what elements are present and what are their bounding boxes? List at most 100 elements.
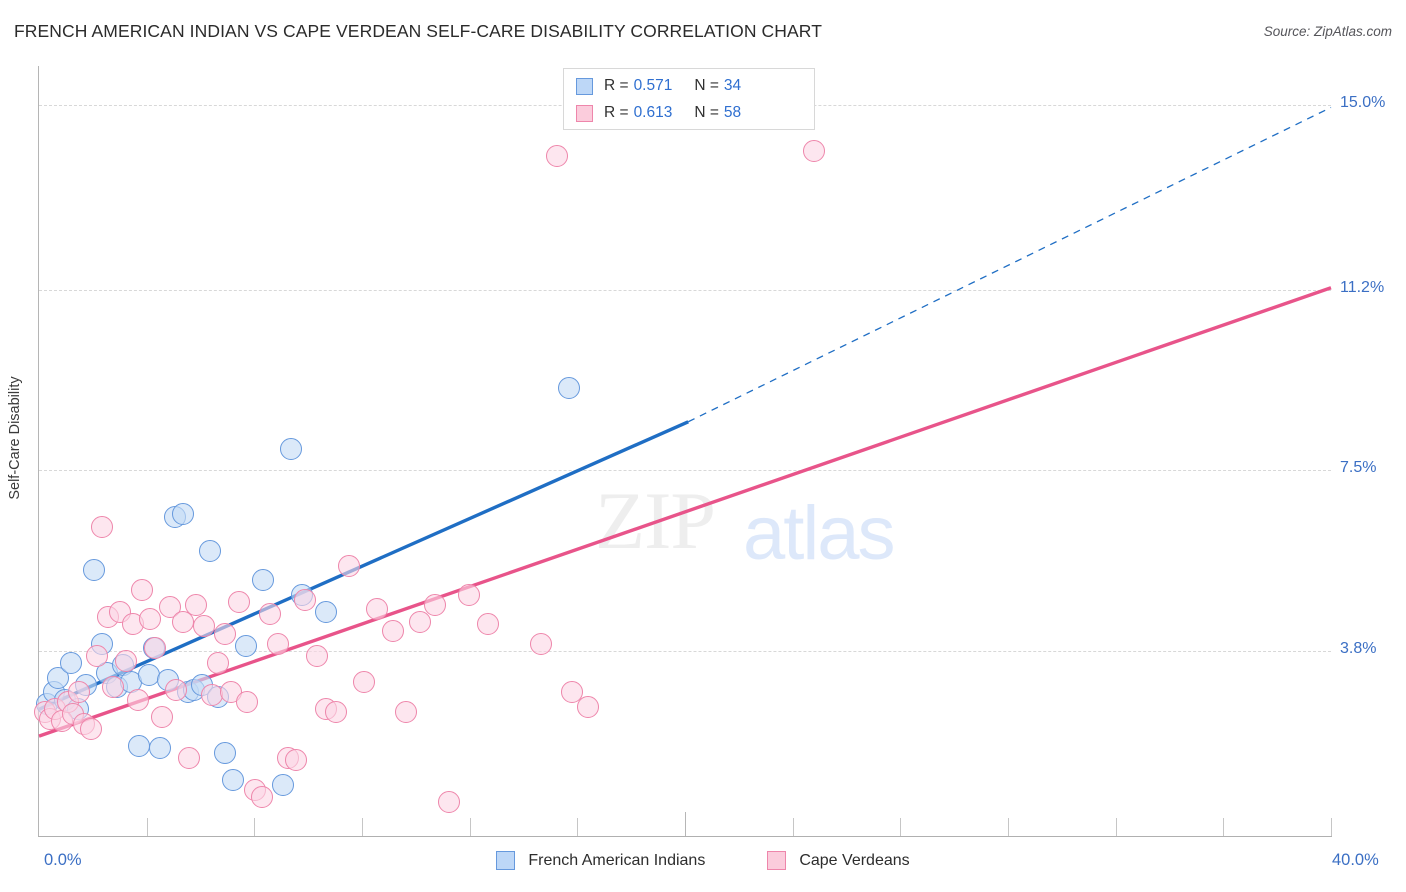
scatter-point-pink[interactable] [352, 671, 375, 694]
scatter-point-pink[interactable] [457, 583, 480, 606]
scatter-point-pink[interactable] [90, 515, 113, 538]
scatter-point-blue[interactable] [279, 437, 302, 460]
scatter-point-pink[interactable] [192, 615, 215, 638]
y-axis-line [38, 66, 39, 837]
scatter-point-pink[interactable] [394, 700, 417, 723]
y-axis-tick-label: 3.8% [1340, 639, 1377, 657]
stats-row-french-american-indians: R = 0.571 N = 34 [576, 73, 741, 99]
scatter-point-pink[interactable] [207, 651, 230, 674]
y-axis-tick-label: 15.0% [1340, 93, 1386, 111]
series-label-blue: French American Indians [528, 851, 706, 869]
scatter-point-pink[interactable] [126, 688, 149, 711]
trendlines [38, 106, 1332, 738]
x-axis-min-label: 0.0% [44, 851, 82, 869]
scatter-point-blue[interactable] [557, 376, 580, 399]
scatter-point-pink[interactable] [68, 681, 91, 704]
scatter-point-pink[interactable] [365, 598, 388, 621]
scatter-point-pink[interactable] [184, 593, 207, 616]
legend-swatch-icon-pink [576, 104, 593, 122]
scatter-point-blue[interactable] [199, 539, 222, 562]
n-label-pink: N = [694, 104, 719, 121]
series-label-pink: Cape Verdeans [799, 851, 910, 869]
x-axis-tick [577, 818, 579, 836]
n-label-blue: N = [694, 77, 719, 94]
scatter-point-blue[interactable] [82, 559, 105, 582]
chart-header: FRENCH AMERICAN INDIAN VS CAPE VERDEAN S… [0, 0, 1406, 56]
scatter-point-pink[interactable] [530, 632, 553, 655]
gridline [39, 650, 1331, 652]
gridline [39, 290, 1331, 292]
scatter-point-pink[interactable] [305, 644, 328, 667]
y-axis-title: Self-Care Disability [7, 376, 23, 500]
scatter-point-pink[interactable] [228, 591, 251, 614]
scatter-point-blue[interactable] [271, 773, 294, 796]
scatter-point-pink[interactable] [86, 644, 109, 667]
x-axis-tick [254, 818, 256, 836]
scatter-point-blue[interactable] [252, 569, 275, 592]
correlation-stats-legend: R = 0.571 N = 34 R = 0.613 N = 58 [563, 68, 815, 130]
stats-row-cape-verdeans: R = 0.613 N = 58 [576, 100, 741, 126]
scatter-point-blue[interactable] [171, 503, 194, 526]
scatter-point-pink[interactable] [803, 140, 826, 163]
scatter-point-pink[interactable] [236, 690, 259, 713]
x-axis-tick [146, 818, 148, 836]
x-axis-tick [469, 818, 471, 836]
scatter-point-pink[interactable] [381, 620, 404, 643]
r-label-blue: R = [604, 77, 629, 94]
scatter-point-pink[interactable] [325, 700, 348, 723]
x-axis-tick [1331, 818, 1332, 836]
scatter-point-pink[interactable] [338, 554, 361, 577]
r-value-blue: 0.571 [633, 77, 673, 94]
scatter-point-pink[interactable] [131, 578, 154, 601]
scatter-point-pink[interactable] [476, 613, 499, 635]
y-axis-tick-label: 11.2% [1340, 279, 1385, 297]
scatter-point-pink[interactable] [102, 676, 125, 699]
source-attribution: Source: ZipAtlas.com [1263, 24, 1392, 39]
legend-swatch-icon-blue [576, 77, 593, 95]
scatter-point-pink[interactable] [560, 681, 583, 704]
legend-item-cape-verdeans[interactable]: Cape Verdeans [767, 851, 910, 870]
scatter-point-pink[interactable] [438, 790, 461, 813]
scatter-point-blue[interactable] [213, 742, 236, 765]
scatter-point-pink[interactable] [250, 786, 273, 808]
scatter-point-blue[interactable] [60, 651, 83, 674]
n-value-pink: 58 [723, 104, 742, 121]
scatter-point-pink[interactable] [267, 632, 290, 655]
scatter-point-pink[interactable] [165, 678, 188, 701]
scatter-point-pink[interactable] [284, 749, 307, 772]
scatter-point-pink[interactable] [577, 695, 600, 718]
r-label-pink: R = [604, 104, 629, 121]
gridline [39, 470, 1331, 472]
scatter-point-pink[interactable] [139, 608, 162, 631]
y-axis-tick-label: 7.5% [1340, 459, 1377, 477]
scatter-point-pink[interactable] [213, 622, 236, 645]
scatter-point-pink[interactable] [115, 649, 138, 672]
scatter-point-pink[interactable] [178, 747, 201, 770]
x-axis-tick [1223, 818, 1225, 836]
scatter-point-pink[interactable] [546, 145, 569, 168]
scatter-point-blue[interactable] [128, 734, 151, 757]
scatter-point-pink[interactable] [258, 603, 281, 626]
series-legend: French American Indians Cape Verdeans [0, 851, 1406, 870]
x-axis-tick [900, 818, 902, 836]
scatter-point-pink[interactable] [409, 610, 432, 633]
scatter-point-pink[interactable] [79, 717, 102, 740]
x-axis-tick [792, 818, 794, 836]
n-value-blue: 34 [723, 77, 742, 94]
legend-item-french-american-indians[interactable]: French American Indians [496, 851, 705, 870]
scatter-point-blue[interactable] [315, 600, 338, 623]
trendline-solid-blue [38, 420, 689, 711]
scatter-point-pink[interactable] [144, 637, 167, 660]
r-value-pink: 0.613 [633, 104, 673, 121]
x-axis-line [38, 836, 1332, 837]
x-axis-tick [362, 818, 363, 836]
scatter-plot-area: ZIP atlas [34, 66, 1332, 836]
scatter-point-pink[interactable] [150, 705, 173, 728]
scatter-point-blue[interactable] [221, 768, 244, 791]
scatter-point-blue[interactable] [149, 737, 172, 760]
scatter-point-pink[interactable] [423, 593, 446, 616]
scatter-point-pink[interactable] [294, 588, 317, 611]
trendline-dashed-blue [687, 106, 1332, 423]
scatter-point-blue[interactable] [234, 634, 257, 657]
series-swatch-icon-blue [496, 851, 516, 870]
